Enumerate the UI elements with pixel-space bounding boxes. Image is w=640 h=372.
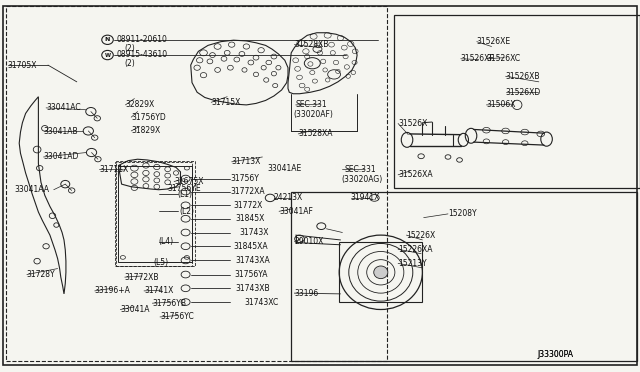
Text: 33041AA: 33041AA xyxy=(14,185,49,194)
Text: 31728Y: 31728Y xyxy=(27,270,56,279)
Text: 31675X: 31675X xyxy=(174,177,204,186)
Text: 31743XB: 31743XB xyxy=(236,284,270,293)
Text: 15213Y: 15213Y xyxy=(398,259,427,268)
Text: (33020AF): (33020AF) xyxy=(293,110,333,119)
Text: 31756YD: 31756YD xyxy=(131,113,166,122)
Text: 33041AC: 33041AC xyxy=(46,103,81,112)
Bar xyxy=(339,242,422,302)
Text: 31743XA: 31743XA xyxy=(236,256,270,265)
Text: 33041AB: 33041AB xyxy=(44,127,78,136)
Text: SEC.331: SEC.331 xyxy=(296,100,327,109)
Text: 31506X: 31506X xyxy=(486,100,516,109)
Text: 31756YB: 31756YB xyxy=(152,299,186,308)
Text: J33300PA: J33300PA xyxy=(538,350,573,359)
Text: 31756Y: 31756Y xyxy=(230,174,259,183)
Text: 31743X: 31743X xyxy=(239,228,269,237)
Text: 15226XA: 15226XA xyxy=(398,245,433,254)
Bar xyxy=(394,15,640,188)
Text: 31526XD: 31526XD xyxy=(506,88,541,97)
Text: 31528XA: 31528XA xyxy=(298,129,333,138)
Text: 31941X: 31941X xyxy=(351,193,380,202)
Text: 31756YC: 31756YC xyxy=(160,312,194,321)
Text: 31772X: 31772X xyxy=(234,201,263,210)
Bar xyxy=(116,161,195,266)
Text: 08915-43610: 08915-43610 xyxy=(116,50,168,59)
Bar xyxy=(115,162,192,266)
Text: W: W xyxy=(104,52,111,58)
Ellipse shape xyxy=(374,266,388,279)
Bar xyxy=(291,192,637,361)
Text: (33020AG): (33020AG) xyxy=(342,175,383,184)
Text: 33196+A: 33196+A xyxy=(95,286,131,295)
Text: 31713X: 31713X xyxy=(232,157,261,166)
Bar xyxy=(6,6,387,361)
Text: (L1): (L1) xyxy=(177,190,192,199)
Text: 31715X: 31715X xyxy=(211,98,241,107)
Text: 31526XC: 31526XC xyxy=(486,54,520,63)
Text: (L2): (L2) xyxy=(179,207,194,216)
Text: (L4): (L4) xyxy=(159,237,174,246)
Text: 31772XA: 31772XA xyxy=(230,187,265,196)
Text: (2): (2) xyxy=(125,59,136,68)
Text: 31528XB: 31528XB xyxy=(294,40,329,49)
Text: 33041A: 33041A xyxy=(120,305,150,314)
Text: 31845XA: 31845XA xyxy=(233,242,268,251)
Text: 31741X: 31741X xyxy=(144,286,173,295)
Text: 15226X: 15226X xyxy=(406,231,436,240)
Text: 31711X: 31711X xyxy=(99,165,129,174)
Text: 31845X: 31845X xyxy=(236,214,265,223)
Text: SEC.331: SEC.331 xyxy=(344,165,376,174)
Text: 29010X: 29010X xyxy=(294,237,324,246)
Text: 08911-20610: 08911-20610 xyxy=(116,35,167,44)
Text: 33041AD: 33041AD xyxy=(44,153,79,161)
Text: 33041AE: 33041AE xyxy=(268,164,302,173)
Text: 31526XA: 31526XA xyxy=(398,170,433,179)
Text: 31829X: 31829X xyxy=(131,126,161,135)
Text: 31756YA: 31756YA xyxy=(234,270,268,279)
Text: 33196: 33196 xyxy=(294,289,319,298)
Text: 31526XB: 31526XB xyxy=(506,72,540,81)
Text: 31772XB: 31772XB xyxy=(125,273,159,282)
Text: 33041AF: 33041AF xyxy=(279,207,313,216)
Text: 31705X: 31705X xyxy=(8,61,37,70)
Text: 31526XF: 31526XF xyxy=(461,54,495,63)
Text: (2): (2) xyxy=(125,44,136,53)
Bar xyxy=(118,166,192,262)
Text: 31526X: 31526X xyxy=(398,119,428,128)
Text: J33300PA: J33300PA xyxy=(538,350,573,359)
Text: N: N xyxy=(105,37,110,42)
Text: 31526XE: 31526XE xyxy=(477,37,511,46)
Text: 31756YE: 31756YE xyxy=(168,185,202,193)
Text: 32829X: 32829X xyxy=(125,100,155,109)
Text: 31743XC: 31743XC xyxy=(244,298,279,307)
Text: (L5): (L5) xyxy=(154,258,169,267)
Text: 24213X: 24213X xyxy=(274,193,303,202)
Text: 15208Y: 15208Y xyxy=(448,209,477,218)
